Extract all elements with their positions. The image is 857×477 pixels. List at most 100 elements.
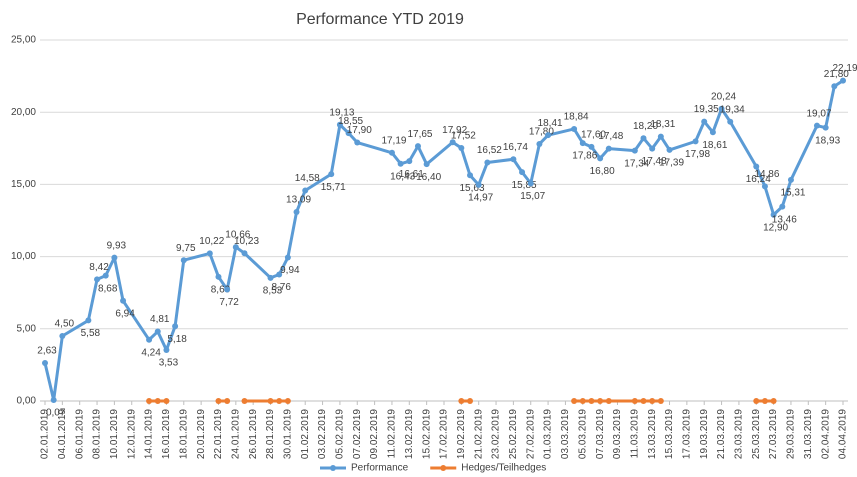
- x-tick-label: 09.02.2019: [369, 409, 380, 459]
- x-tick-label: 18.01.2019: [178, 409, 189, 459]
- point: [467, 398, 474, 404]
- data-label: 9,94: [280, 265, 300, 276]
- point: [779, 203, 786, 210]
- point: [666, 146, 673, 153]
- data-label: 17,48: [642, 156, 667, 167]
- point: [241, 398, 248, 404]
- data-label: 4,81: [150, 314, 170, 325]
- point: [519, 169, 526, 176]
- data-label: 17,86: [572, 151, 597, 162]
- point: [640, 398, 647, 404]
- point: [146, 398, 153, 404]
- x-tick-label: 05.02.2019: [335, 409, 346, 459]
- x-tick-label: 17.02.2019: [439, 409, 450, 459]
- x-tick-label: 03.03.2019: [560, 409, 571, 459]
- x-tick-label: 19.02.2019: [456, 409, 467, 459]
- point: [692, 138, 699, 145]
- data-label: 16,52: [477, 145, 502, 156]
- data-label: 13,09: [286, 195, 311, 206]
- legend-marker: [440, 465, 447, 471]
- point: [345, 130, 352, 137]
- point: [467, 172, 474, 179]
- point: [761, 398, 768, 404]
- point: [579, 140, 586, 147]
- data-label: 17,48: [598, 131, 623, 142]
- data-label: 9,75: [176, 243, 196, 254]
- point: [215, 398, 222, 404]
- x-tick-label: 03.02.2019: [317, 409, 328, 459]
- x-tick-label: 08.01.2019: [92, 409, 103, 459]
- point: [276, 271, 283, 278]
- point: [354, 139, 361, 146]
- x-tick-label: 20.01.2019: [196, 409, 207, 459]
- point: [163, 398, 170, 404]
- data-label: 16,43: [390, 171, 415, 182]
- point: [423, 161, 430, 168]
- data-label: 20,24: [711, 91, 736, 102]
- x-tick-label: 23.03.2019: [734, 409, 745, 459]
- x-tick-label: 13.03.2019: [647, 409, 658, 459]
- point: [163, 347, 170, 354]
- data-label: 19,07: [806, 108, 831, 119]
- x-tick-label: 22.01.2019: [213, 409, 224, 459]
- point: [85, 317, 92, 324]
- data-label: 18,41: [538, 118, 563, 129]
- point: [302, 187, 309, 194]
- point: [267, 398, 274, 404]
- point: [605, 398, 612, 404]
- point: [293, 208, 300, 215]
- point: [753, 398, 760, 404]
- data-label: 14,58: [295, 173, 320, 184]
- data-label: 17,19: [381, 135, 406, 146]
- data-label: 0,07: [46, 408, 66, 419]
- data-label: 14,86: [754, 169, 779, 180]
- x-tick-label: 06.01.2019: [74, 409, 85, 459]
- data-label: 15,71: [321, 182, 346, 193]
- x-tick-label: 21.02.2019: [473, 409, 484, 459]
- data-label: 8,42: [89, 262, 109, 273]
- point: [50, 396, 57, 403]
- point: [831, 83, 838, 90]
- point: [232, 244, 239, 251]
- y-tick-label: 20,00: [11, 107, 36, 118]
- x-tick-label: 29.03.2019: [786, 409, 797, 459]
- data-label: 15,31: [780, 188, 805, 199]
- x-tick-label: 14.01.2019: [144, 409, 155, 459]
- x-tick-label: 27.03.2019: [768, 409, 779, 459]
- chart-title: Performance YTD 2019: [296, 11, 464, 28]
- data-label: 7,72: [219, 297, 239, 308]
- point: [146, 336, 153, 343]
- x-tick-label: 16.01.2019: [161, 409, 172, 459]
- x-tick-label: 07.02.2019: [352, 409, 363, 459]
- data-label: 4,50: [55, 319, 75, 330]
- data-label: 17,92: [442, 125, 467, 136]
- data-label: 16,24: [746, 174, 771, 185]
- point: [154, 398, 161, 404]
- point: [510, 156, 517, 163]
- data-label: 5,58: [81, 328, 101, 339]
- x-tick-label: 27.02.2019: [525, 409, 536, 459]
- point: [727, 118, 734, 125]
- data-label: 2,63: [37, 346, 57, 357]
- x-tick-label: 07.03.2019: [595, 409, 606, 459]
- x-tick-label: 15.02.2019: [421, 409, 432, 459]
- point: [761, 183, 768, 190]
- x-tick-label: 13.02.2019: [404, 409, 415, 459]
- point: [94, 276, 101, 283]
- point: [154, 328, 161, 335]
- data-label: 13,46: [772, 214, 797, 225]
- x-tick-label: 31.03.2019: [803, 409, 814, 459]
- data-label: 15,63: [460, 183, 485, 194]
- data-label: 8,53: [263, 285, 283, 296]
- x-tick-label: 05.03.2019: [577, 409, 588, 459]
- point: [718, 105, 725, 112]
- point: [102, 272, 109, 279]
- data-label: 16,80: [590, 166, 615, 177]
- data-label: 4,24: [141, 347, 161, 358]
- point: [284, 254, 291, 261]
- point: [224, 398, 231, 404]
- x-tick-label: 19.03.2019: [699, 409, 710, 459]
- data-label: 19,35: [694, 104, 719, 115]
- x-tick-label: 01.03.2019: [543, 409, 554, 459]
